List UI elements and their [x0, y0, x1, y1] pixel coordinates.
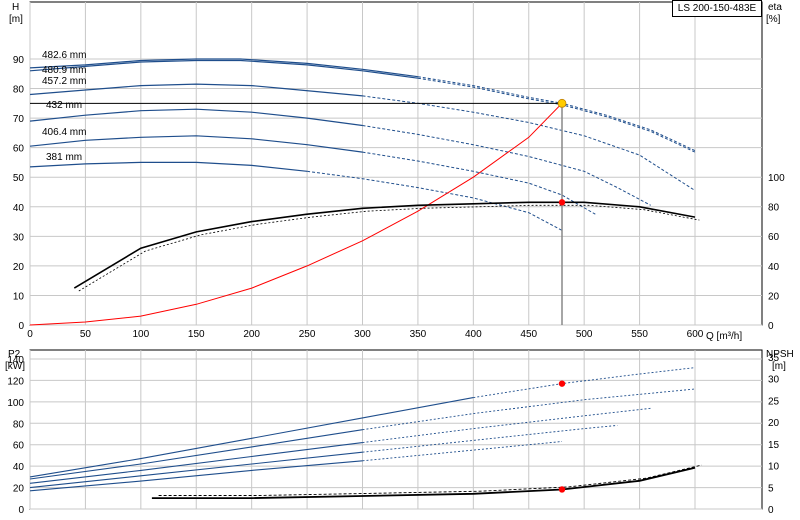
upper-x-tick-label: 500: [576, 329, 593, 340]
upper-y2-tick-label: 20: [768, 291, 780, 302]
power-curve-2: [29, 442, 363, 484]
head-curve-label: 482.6 mm: [42, 50, 86, 61]
duty-point-npsh-marker: [558, 486, 566, 493]
npsh-curve: [151, 466, 696, 499]
power-curve-dashed-4: [362, 441, 563, 462]
efficiency-curve: [73, 201, 696, 289]
upper-x-tick-label: 400: [465, 329, 482, 340]
power-curve-3: [29, 451, 363, 489]
head-curve-label: 381 mm: [46, 152, 82, 163]
lower-y-tick-label: 60: [13, 441, 25, 452]
upper-y-tick-label: 0: [18, 321, 24, 332]
head-curve-dashed-432-mm: [362, 125, 651, 206]
upper-x-tick-label: 100: [132, 329, 149, 340]
head-curve-480-9-mm: [29, 59, 418, 79]
efficiency-curve-secondary: [78, 204, 700, 292]
upper-y-tick-label: 30: [13, 232, 25, 243]
lower-y2-tick-label: 15: [768, 440, 780, 451]
head-curve-457-2-mm: [29, 83, 363, 97]
upper-y2-tick-label: 80: [768, 203, 780, 214]
upper-y-axis-label: H: [12, 2, 19, 13]
lower-y2-tick-label: 35: [768, 353, 780, 364]
lower-y-tick-label: 0: [18, 505, 24, 516]
head-curve-label: 406.4 mm: [42, 127, 86, 138]
pump-model-label: LS 200-150-483E: [672, 0, 762, 17]
head-curve-381-mm: [29, 161, 308, 172]
upper-y-tick-label: 60: [13, 144, 25, 155]
system-curve: [29, 102, 563, 326]
lower-y-tick-label: 140: [7, 355, 24, 366]
upper-y-tick-label: 10: [13, 291, 25, 302]
upper-x-tick-label: 600: [687, 329, 704, 340]
head-curve-label: 457.2 mm: [42, 76, 86, 87]
upper-y-tick-label: 50: [13, 173, 25, 184]
upper-plot-frame: [29, 1, 763, 326]
head-curve-406-4-mm: [29, 135, 363, 153]
upper-x-tick-label: 150: [188, 329, 205, 340]
duty-point-head-marker: [557, 98, 567, 108]
upper-y-axis-unit: [m]: [9, 14, 23, 25]
lower-y2-tick-label: 30: [768, 375, 780, 386]
power-curve-1: [29, 429, 363, 480]
upper-y2-axis-label: eta: [768, 2, 782, 13]
power-curve-dashed-0: [473, 367, 696, 399]
upper-x-tick-label: 550: [631, 329, 648, 340]
upper-x-tick-label: 50: [80, 329, 92, 340]
head-curve-label: 480.9 mm: [42, 65, 86, 76]
upper-y2-tick-label: 40: [768, 262, 780, 273]
head-curve-dashed-482-6-mm: [417, 76, 696, 152]
upper-y2-tick-label: 100: [768, 173, 785, 184]
lower-y2-axis-label: NPSH: [766, 349, 794, 360]
head-curve-label: 432 mm: [46, 100, 82, 111]
lower-y-tick-label: 120: [7, 376, 24, 387]
lower-y-axis-unit: [kW]: [5, 361, 25, 372]
upper-y-tick-label: 90: [13, 55, 25, 66]
npsh-curve-secondary: [158, 464, 702, 496]
power-curve-4: [29, 460, 363, 492]
upper-x-tick-label: 300: [354, 329, 371, 340]
upper-y2-tick-label: 0: [768, 321, 774, 332]
lower-y2-tick-label: 0: [768, 505, 774, 516]
lower-y2-axis-unit: [m]: [772, 361, 786, 372]
power-curve-0: [29, 397, 474, 478]
upper-x-tick-label: 350: [410, 329, 427, 340]
lower-y2-tick-label: 5: [768, 483, 774, 494]
lower-y-axis-label: P2: [8, 349, 21, 360]
lower-plot-frame: [29, 349, 763, 510]
head-curve-dashed-381-mm: [307, 170, 563, 231]
lower-y-tick-label: 20: [13, 484, 25, 495]
lower-y-tick-label: 80: [13, 419, 25, 430]
upper-x-tick-label: 250: [299, 329, 316, 340]
lower-y-tick-label: 40: [13, 462, 25, 473]
upper-x-tick-label: 0: [27, 329, 33, 340]
lower-y-tick-label: 100: [7, 398, 24, 409]
power-curve-dashed-2: [362, 407, 651, 444]
upper-y2-axis-unit: [%]: [766, 14, 781, 25]
lower-y2-tick-label: 10: [768, 462, 780, 473]
lower-y2-tick-label: 25: [768, 396, 780, 407]
lower-y2-tick-label: 20: [768, 418, 780, 429]
head-curve-dashed-480-9-mm: [417, 77, 696, 153]
upper-x-axis-label: Q [m³/h]: [706, 331, 742, 342]
upper-x-tick-label: 200: [243, 329, 260, 340]
duty-point-power-marker: [558, 380, 566, 387]
upper-y-tick-label: 40: [13, 203, 25, 214]
duty-point-efficiency-marker: [558, 199, 566, 206]
upper-y-tick-label: 70: [13, 114, 25, 125]
head-curve-482-6-mm: [29, 58, 418, 78]
head-curve-432-mm: [29, 108, 363, 127]
upper-y-tick-label: 80: [13, 85, 25, 96]
upper-x-tick-label: 450: [520, 329, 537, 340]
head-curve-dashed-406-4-mm: [362, 151, 596, 215]
upper-y2-tick-label: 60: [768, 232, 780, 243]
upper-y-tick-label: 20: [13, 262, 25, 273]
